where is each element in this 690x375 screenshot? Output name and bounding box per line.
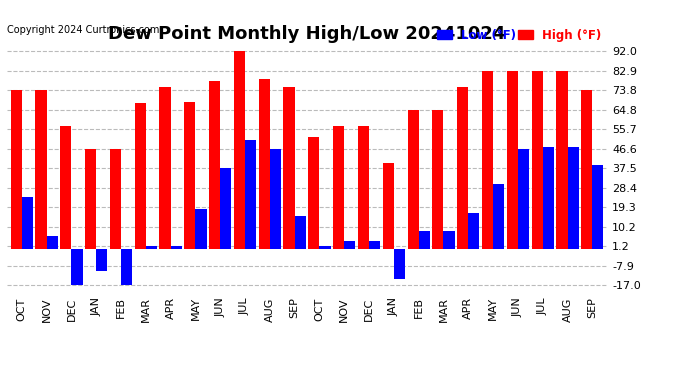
Bar — [85, 149, 96, 249]
Bar — [581, 90, 592, 249]
Bar — [344, 241, 355, 249]
Bar — [170, 246, 181, 249]
Bar — [308, 137, 319, 249]
Bar — [270, 149, 281, 249]
Bar — [209, 81, 220, 249]
Bar — [35, 90, 47, 249]
Bar — [408, 110, 419, 249]
Bar — [419, 231, 430, 249]
Bar — [383, 163, 394, 249]
Text: Copyright 2024 Curtronics.com: Copyright 2024 Curtronics.com — [7, 25, 159, 35]
Bar — [531, 71, 543, 249]
Bar — [333, 126, 344, 249]
Bar — [394, 249, 405, 279]
Bar — [319, 246, 331, 249]
Title: Dew Point Monthly High/Low 20241024: Dew Point Monthly High/Low 20241024 — [108, 26, 506, 44]
Bar — [245, 140, 256, 249]
Bar — [506, 71, 518, 249]
Bar — [10, 90, 22, 249]
Bar — [96, 249, 108, 271]
Bar — [146, 246, 157, 249]
Bar — [295, 216, 306, 249]
Bar — [159, 87, 170, 249]
Bar — [518, 149, 529, 249]
Bar — [110, 149, 121, 249]
Bar — [47, 236, 58, 249]
Legend: Low (°F), High (°F): Low (°F), High (°F) — [437, 28, 601, 42]
Bar — [358, 126, 369, 249]
Bar — [493, 184, 504, 249]
Bar — [567, 147, 579, 249]
Bar — [71, 249, 83, 285]
Bar — [195, 209, 206, 249]
Bar — [556, 71, 567, 249]
Bar — [135, 103, 146, 249]
Bar — [284, 87, 295, 249]
Bar — [369, 241, 380, 249]
Bar — [60, 126, 71, 249]
Bar — [592, 165, 604, 249]
Bar — [543, 147, 554, 249]
Bar — [220, 168, 231, 249]
Bar — [121, 249, 132, 285]
Bar — [482, 71, 493, 249]
Bar — [234, 51, 245, 249]
Bar — [444, 231, 455, 249]
Bar — [259, 79, 270, 249]
Bar — [457, 87, 469, 249]
Bar — [22, 197, 33, 249]
Bar — [184, 102, 195, 249]
Bar — [433, 110, 444, 249]
Bar — [469, 213, 480, 249]
